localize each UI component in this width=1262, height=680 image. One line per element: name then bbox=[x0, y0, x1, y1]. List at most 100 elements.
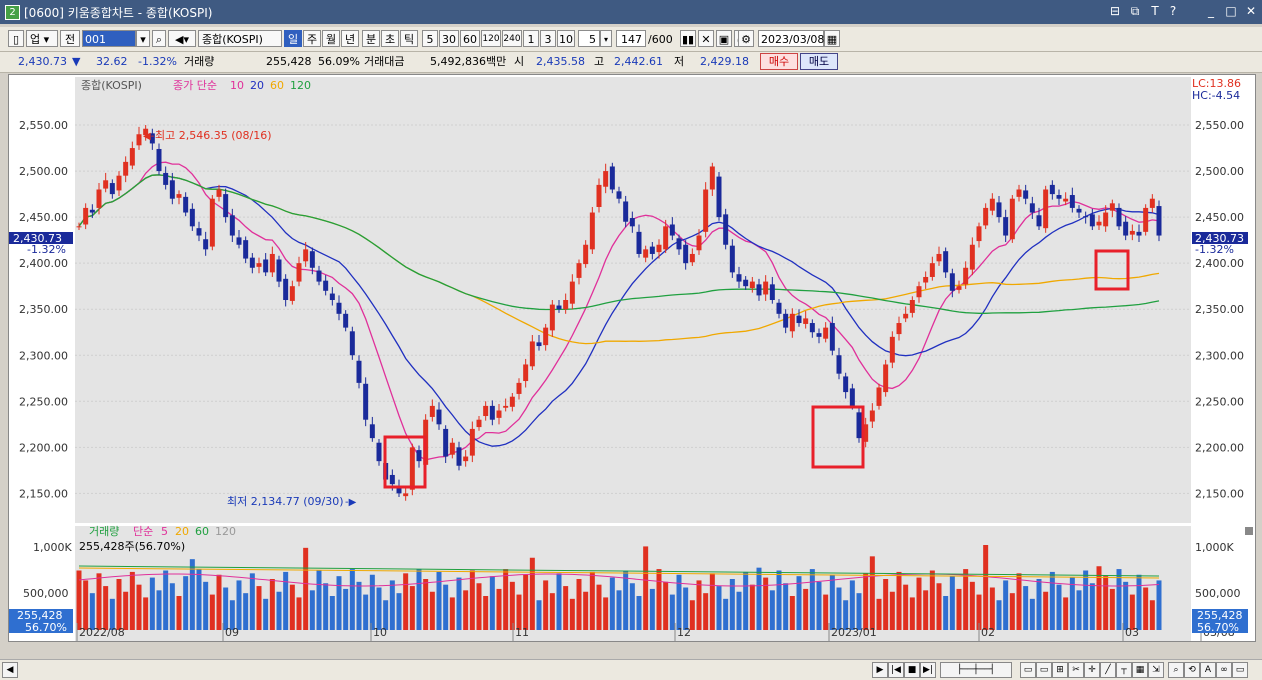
volume-bar-34 bbox=[303, 547, 309, 630]
candlestick-chart[interactable]: 2,150.00 2,150.00 2,200.00 2,200.00 2,250.00… bbox=[9, 75, 1255, 641]
code-input[interactable]: 001 bbox=[82, 30, 136, 47]
zoom-out-icon[interactable]: ▭ bbox=[1020, 662, 1036, 678]
last-page-icon[interactable]: ▶| bbox=[920, 662, 936, 678]
scroll-left-icon[interactable]: ◀ bbox=[2, 662, 18, 678]
volume-bar-160 bbox=[1143, 587, 1149, 630]
minute-60[interactable]: 60 bbox=[460, 30, 480, 47]
step-dropdown-icon[interactable]: ▾ bbox=[600, 30, 612, 47]
search-icon[interactable]: ⌕ bbox=[152, 30, 166, 47]
minimize-icon[interactable]: _ bbox=[1208, 4, 1214, 18]
high-label: 고 bbox=[594, 55, 605, 68]
link-icon[interactable]: ∞ bbox=[1216, 662, 1232, 678]
stop-icon[interactable]: ■ bbox=[904, 662, 920, 678]
candle-41 bbox=[349, 331, 355, 356]
close-icon[interactable]: ✕ bbox=[1245, 4, 1257, 18]
candle-55 bbox=[443, 428, 449, 457]
minute-1[interactable]: 1 bbox=[523, 30, 539, 47]
volume-bar-53 bbox=[429, 591, 435, 630]
tab-minute[interactable]: 분 bbox=[362, 30, 380, 47]
layout-icon[interactable]: ▯ bbox=[8, 30, 24, 47]
volume-panel-close-icon[interactable] bbox=[1245, 527, 1253, 535]
volume-bar-36 bbox=[316, 570, 322, 630]
ytick-left-3: 2,300.00 bbox=[19, 349, 68, 362]
maximize-icon[interactable]: □ bbox=[1225, 4, 1237, 18]
volume-bar-62 bbox=[489, 576, 495, 630]
candle-129 bbox=[936, 253, 942, 262]
tool-icon[interactable]: ✂ bbox=[1068, 662, 1084, 678]
minute-240[interactable]: 240 bbox=[502, 30, 522, 47]
calendar-icon[interactable]: ▦ bbox=[824, 30, 840, 47]
xtick-3: 11 bbox=[515, 626, 529, 639]
candle-18 bbox=[196, 228, 202, 236]
candle-11 bbox=[149, 133, 155, 144]
window-text-icon[interactable]: T bbox=[1151, 4, 1159, 18]
text-icon[interactable]: A bbox=[1200, 662, 1216, 678]
volume-bar-159 bbox=[1136, 574, 1142, 630]
ytick-right-0: 2,150.00 bbox=[1195, 487, 1244, 500]
chart-area[interactable]: 2,150.00 2,150.00 2,200.00 2,200.00 2,250.00… bbox=[8, 74, 1256, 642]
scroll-right-icon[interactable]: ▶ bbox=[872, 662, 888, 678]
ytick-left-4: 2,350.00 bbox=[19, 303, 68, 316]
ruler-icon[interactable]: ┬ bbox=[1116, 662, 1132, 678]
tab-second[interactable]: 초 bbox=[381, 30, 399, 47]
zoom-in-icon[interactable]: ▭ bbox=[1036, 662, 1052, 678]
candle-156 bbox=[1116, 207, 1122, 227]
vol-ma60-label: 60 bbox=[195, 525, 209, 538]
save-icon[interactable]: ▣ bbox=[716, 30, 732, 47]
code-dropdown-icon[interactable]: ▾ bbox=[136, 30, 150, 47]
resize-icon[interactable]: ⇲ bbox=[1148, 662, 1164, 678]
zoom-slider[interactable]: ├──┼──┤ bbox=[940, 662, 1012, 678]
candle-7 bbox=[123, 161, 129, 176]
bottom-scrollbar[interactable]: ◀ ▶ |◀ ■ ▶| ├──┼──┤ ▭ ▭ ⊞ ✂ ✛ ╱ ┬ ▦ ⇲ ⌕ … bbox=[0, 659, 1262, 680]
date-input[interactable]: 2023/03/08 bbox=[758, 30, 824, 47]
candle-77 bbox=[589, 212, 595, 250]
line-icon[interactable]: ╱ bbox=[1100, 662, 1116, 678]
volume-bar-6 bbox=[116, 579, 122, 630]
count-input[interactable]: 147 bbox=[616, 30, 646, 47]
candle-107 bbox=[789, 313, 795, 332]
grid-icon[interactable]: ▦ bbox=[1132, 662, 1148, 678]
tab-week[interactable]: 주 bbox=[303, 30, 321, 47]
settings-icon[interactable]: ⚙ bbox=[738, 30, 754, 47]
view-icon[interactable]: ⊞ bbox=[1052, 662, 1068, 678]
window-restore-icon[interactable]: ⧉ bbox=[1130, 4, 1140, 18]
tab-day[interactable]: 일 bbox=[284, 30, 302, 47]
help-icon[interactable]: ? bbox=[1169, 4, 1177, 18]
first-page-icon[interactable]: |◀ bbox=[888, 662, 904, 678]
volume-bar-84 bbox=[636, 596, 642, 630]
tab-month[interactable]: 월 bbox=[322, 30, 340, 47]
sound-icon[interactable]: ◀▾ bbox=[168, 30, 196, 47]
sell-button[interactable]: 매도 bbox=[800, 53, 838, 70]
volume-bar-75 bbox=[576, 579, 582, 630]
candle-type-icon[interactable]: ▮▮ bbox=[680, 30, 696, 47]
ma10-label: 10 bbox=[230, 79, 244, 92]
minute-10[interactable]: 10 bbox=[557, 30, 575, 47]
candle-111 bbox=[816, 333, 822, 337]
tab-year[interactable]: 년 bbox=[341, 30, 359, 47]
crosshair-icon[interactable]: ✛ bbox=[1084, 662, 1100, 678]
window-layout-icon[interactable]: ⊟ bbox=[1109, 4, 1121, 18]
magnify-icon[interactable]: ⌕ bbox=[1168, 662, 1184, 678]
volume-bar-92 bbox=[689, 600, 695, 630]
volume-bar-43 bbox=[363, 594, 369, 630]
volume-bar-30 bbox=[276, 591, 282, 630]
reset-icon[interactable]: ⟲ bbox=[1184, 662, 1200, 678]
indicator-icon[interactable]: ✕ bbox=[698, 30, 714, 47]
jeon-button[interactable]: 전 bbox=[60, 30, 80, 47]
volume-bar-105 bbox=[776, 570, 782, 630]
volume-bar-26 bbox=[249, 573, 255, 630]
tab-tick[interactable]: 틱 bbox=[400, 30, 418, 47]
minute-5[interactable]: 5 bbox=[422, 30, 438, 47]
candle-38 bbox=[329, 293, 335, 300]
candle-84 bbox=[636, 231, 642, 254]
xtick-7: 03 bbox=[1125, 626, 1139, 639]
buy-button[interactable]: 매수 bbox=[760, 53, 798, 70]
market-select[interactable]: 업 ▾ bbox=[26, 30, 58, 47]
volume-bar-59 bbox=[469, 570, 475, 630]
volume-bar-73 bbox=[563, 586, 569, 630]
minute-30[interactable]: 30 bbox=[439, 30, 459, 47]
panel-icon[interactable]: ▭ bbox=[1232, 662, 1248, 678]
minute-3[interactable]: 3 bbox=[540, 30, 556, 47]
step-input[interactable]: 5 bbox=[578, 30, 600, 47]
minute-120[interactable]: 120 bbox=[481, 30, 501, 47]
